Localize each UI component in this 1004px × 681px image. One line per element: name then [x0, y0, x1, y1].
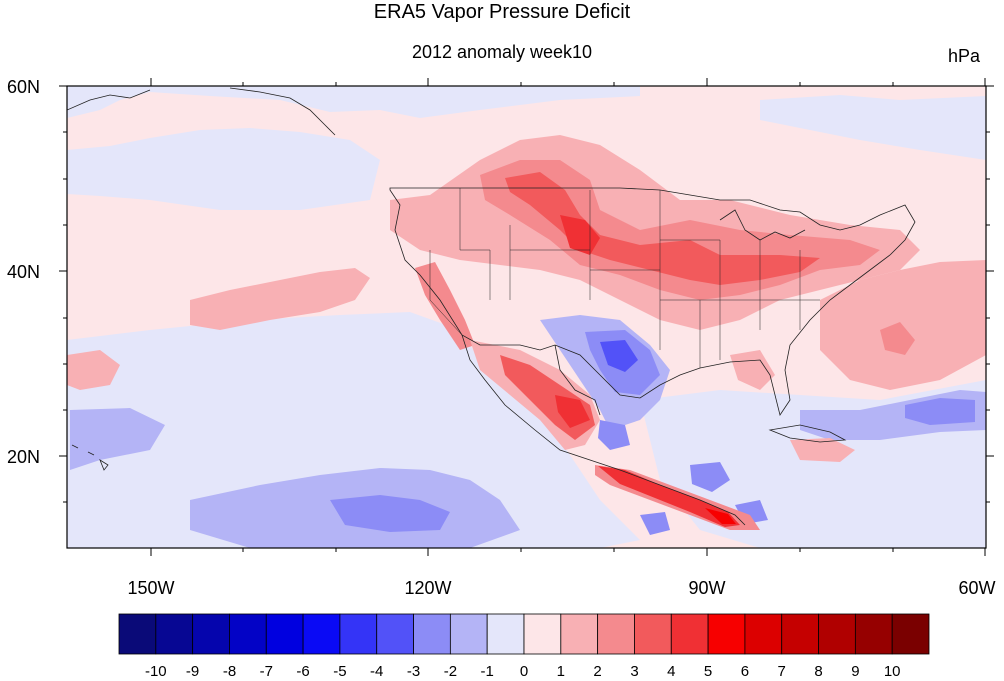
colorbar-swatch: [523, 613, 562, 655]
nw-canada-blue: [760, 95, 986, 160]
axis-ticks: [59, 78, 994, 556]
mexico-outline: [461, 334, 746, 526]
map-title: ERA5 Vapor Pressure Deficit: [373, 1, 631, 23]
colorbar: [118, 613, 930, 655]
colorbar-swatch: [597, 613, 635, 655]
colorbar-swatch: [413, 613, 451, 655]
plot-frame: [66, 85, 987, 549]
colorbar-swatch: [486, 613, 525, 655]
colorbar-swatch: [634, 613, 672, 655]
colorbar-swatch: [818, 613, 856, 655]
hawaii-islands: [71, 444, 109, 471]
colorbar-swatch: [744, 613, 783, 655]
anomaly-field: [67, 86, 986, 548]
atlantic-red-area: [820, 260, 986, 390]
central-america-blue-2: [690, 462, 730, 492]
colorbar-swatch: [560, 613, 599, 655]
colorbar-swatch: [192, 613, 230, 655]
lon-label-150w: 150W: [127, 578, 175, 598]
pacific-red-band: [190, 268, 370, 330]
state-lines-west: [429, 188, 661, 350]
colorbar-swatch: [891, 613, 930, 655]
colorbar-swatch: [781, 613, 819, 655]
colorbar-swatch: [376, 613, 414, 655]
us-outline: [389, 187, 916, 416]
map-subtitle: 2012 anomaly week10: [411, 42, 593, 62]
lon-label-60w: 60W: [958, 578, 996, 598]
lat-label-40n: 40N: [6, 262, 40, 282]
caribbean-blue-3: [640, 512, 670, 535]
colorbar-swatch: [339, 613, 378, 655]
cuba-outline: [768, 424, 847, 443]
lat-label-60n: 60N: [6, 77, 40, 97]
central-america-blue: [598, 420, 630, 450]
pacific-north-blue-area: [67, 86, 640, 118]
north-plains-red-strong: [505, 172, 820, 285]
central-america-red-core: [705, 508, 736, 524]
colorbar-swatch: [670, 613, 709, 655]
texas-blue-core: [600, 340, 638, 372]
units-label: hPa: [947, 46, 980, 66]
central-america-red-strong: [598, 466, 740, 527]
east-pacific-red: [67, 350, 120, 390]
colorbar-swatch: [265, 613, 304, 655]
se-red: [730, 350, 775, 390]
colorbar-swatch: [302, 613, 341, 655]
colorbar-swatch: [449, 613, 488, 655]
caribbean-red: [790, 438, 855, 462]
colorbar-swatch: [155, 613, 194, 655]
coastlines: [67, 87, 916, 526]
colorbar-swatch: [118, 613, 157, 655]
lon-label-120w: 120W: [404, 578, 452, 598]
atlantic-red-mid: [880, 322, 915, 355]
mexico-red-core: [555, 395, 590, 428]
colorbar-swatch: [854, 613, 893, 655]
colorbar-swatch: [229, 613, 267, 655]
atlantic-blue-deep: [905, 398, 975, 425]
lon-label-90w: 90W: [688, 578, 726, 598]
alaska-coast: [67, 87, 336, 136]
lat-label-20n: 20N: [6, 447, 40, 467]
colorbar-swatch: [707, 613, 746, 655]
pacific-tropical-blue-2: [330, 495, 450, 532]
state-lines-east: [660, 239, 820, 368]
pacific-west-blue-area: [67, 128, 380, 210]
